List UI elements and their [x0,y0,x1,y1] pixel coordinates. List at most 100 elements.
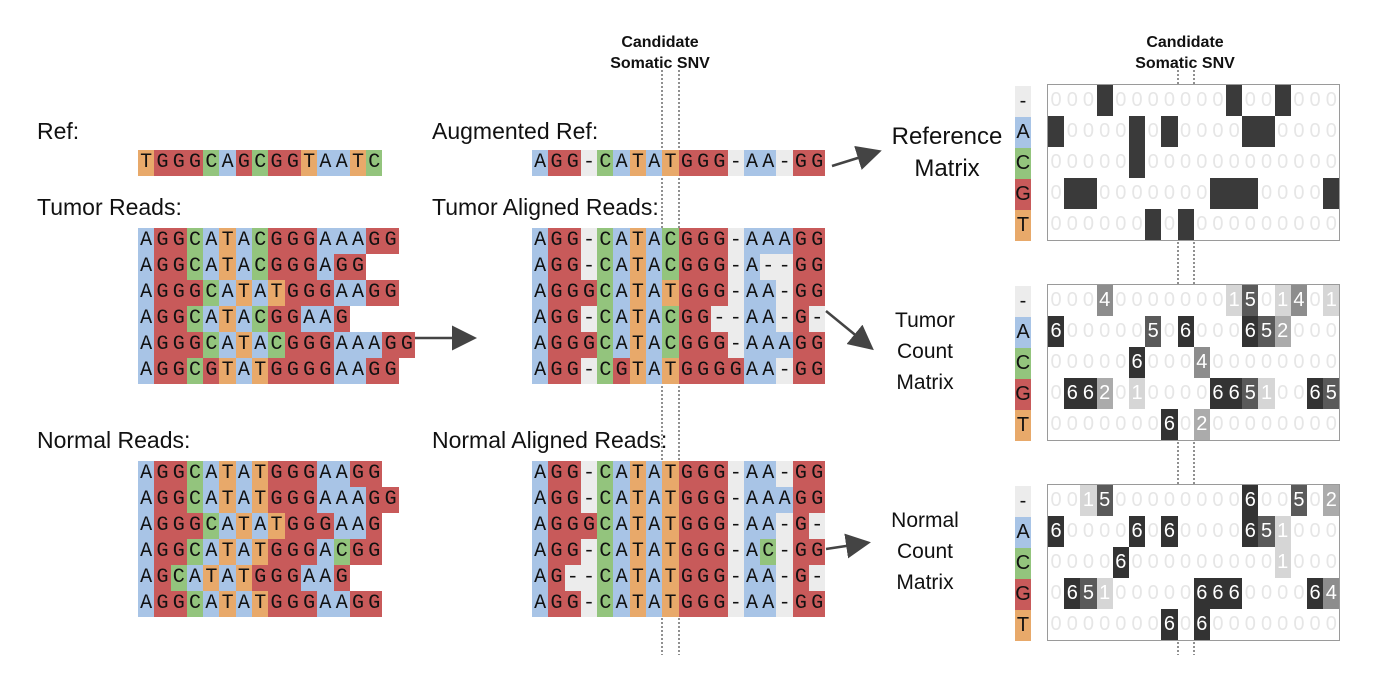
matrix-cell: 0 [1082,213,1095,235]
matrix-cell: 0 [1131,413,1143,435]
base-cell: A [203,539,220,565]
matrix-cell: 0 [1309,520,1321,542]
matrix-cell: 4 [1193,347,1210,378]
matrix-cell: 0 [1196,151,1208,173]
matrix-cell: 0 [1180,351,1192,373]
matrix-cell: 0 [1293,320,1305,342]
base-cell: C [662,306,679,332]
matrix-cell [1080,178,1097,209]
matrix-cell: 1 [1274,516,1291,547]
matrix-cell: 0 [1244,551,1256,573]
matrix-cell: 0 [1212,89,1224,111]
base-cell: - [809,306,826,332]
matrix-cell: 0 [1293,520,1305,542]
base-cell: G [548,150,565,176]
matrix-cell: 6 [1064,578,1081,609]
base-cell: G [792,228,810,254]
base-cell: A [349,487,367,513]
matrix-cell: 0 [1131,289,1143,311]
matrix-row-label: G [1015,179,1031,210]
base-cell: - [580,228,598,254]
base-cell: G [564,332,581,358]
reference-matrix-label-line1: Reference [891,123,1003,150]
matrix-cell [1064,178,1081,209]
matrix-cell [1096,85,1113,116]
base-cell: - [727,513,744,539]
base-cell: T [662,539,679,565]
base-cell: G [792,332,810,358]
matrix-cell: 0 [1163,351,1175,373]
base-cell: T [235,565,253,591]
normal-matrix-label-line2: Count [896,540,954,563]
base-cell: C [170,565,187,591]
base-cell: A [138,228,155,254]
matrix-cell: 0 [1260,551,1273,573]
base-cell: G [809,332,826,358]
matrix-cell: 0 [1260,582,1273,604]
base-cell: A [613,228,630,254]
base-cell: G [154,513,171,539]
base-cell: G [711,591,728,617]
base-cell: C [333,539,350,565]
base-cell: G [366,539,383,565]
base-cell: G [268,254,285,280]
matrix-cell: 0 [1180,120,1192,142]
base-cell: A [613,539,630,565]
base-cell: - [809,513,826,539]
base-cell: C [760,539,777,565]
matrix-cell: 6 [1242,516,1259,547]
base-cell: A [532,150,549,176]
matrix-cell: 6 [1064,378,1081,409]
base-cell: A [252,332,269,358]
base-cell: G [809,228,826,254]
base-cell: G [382,332,399,358]
matrix-row-label: - [1015,86,1031,117]
base-cell: G [678,254,695,280]
base-cell: A [613,513,630,539]
matrix-cell: 6 [1226,578,1243,609]
matrix-cell: 0 [1131,320,1143,342]
base-cell: G [268,461,285,487]
base-cell: G [284,487,301,513]
matrix-cell: 5 [1145,316,1162,347]
base-cell: A [300,565,318,591]
base-cell: A [235,591,253,617]
base-cell: T [252,539,269,565]
matrix-cell: 0 [1228,151,1240,173]
matrix-cell: 0 [1099,182,1111,204]
base-cell: A [760,150,777,176]
base-cell: T [662,461,679,487]
base-cell: G [300,280,318,306]
matrix-cell: 0 [1099,613,1111,635]
base-cell: A [532,487,549,513]
base-cell: - [776,591,793,617]
base-cell: A [252,280,269,306]
base-cell: T [235,513,253,539]
base-cell: G [284,332,301,358]
matrix-cell: 0 [1325,413,1337,435]
matrix-cell: 0 [1212,551,1224,573]
base-cell: A [743,591,761,617]
base-cell: G [809,254,826,280]
matrix-cell: 0 [1115,582,1127,604]
matrix-cell [1128,116,1146,147]
base-cell: G [678,565,695,591]
base-cell: A [646,254,663,280]
base-cell: T [235,280,253,306]
base-cell: G [284,306,301,332]
matrix-cell: 0 [1196,320,1208,342]
base-cell: G [154,254,171,280]
base-cell: G [792,565,810,591]
matrix-cell: 0 [1196,489,1208,511]
matrix-cell: 0 [1212,213,1224,235]
base-cell: A [235,461,253,487]
